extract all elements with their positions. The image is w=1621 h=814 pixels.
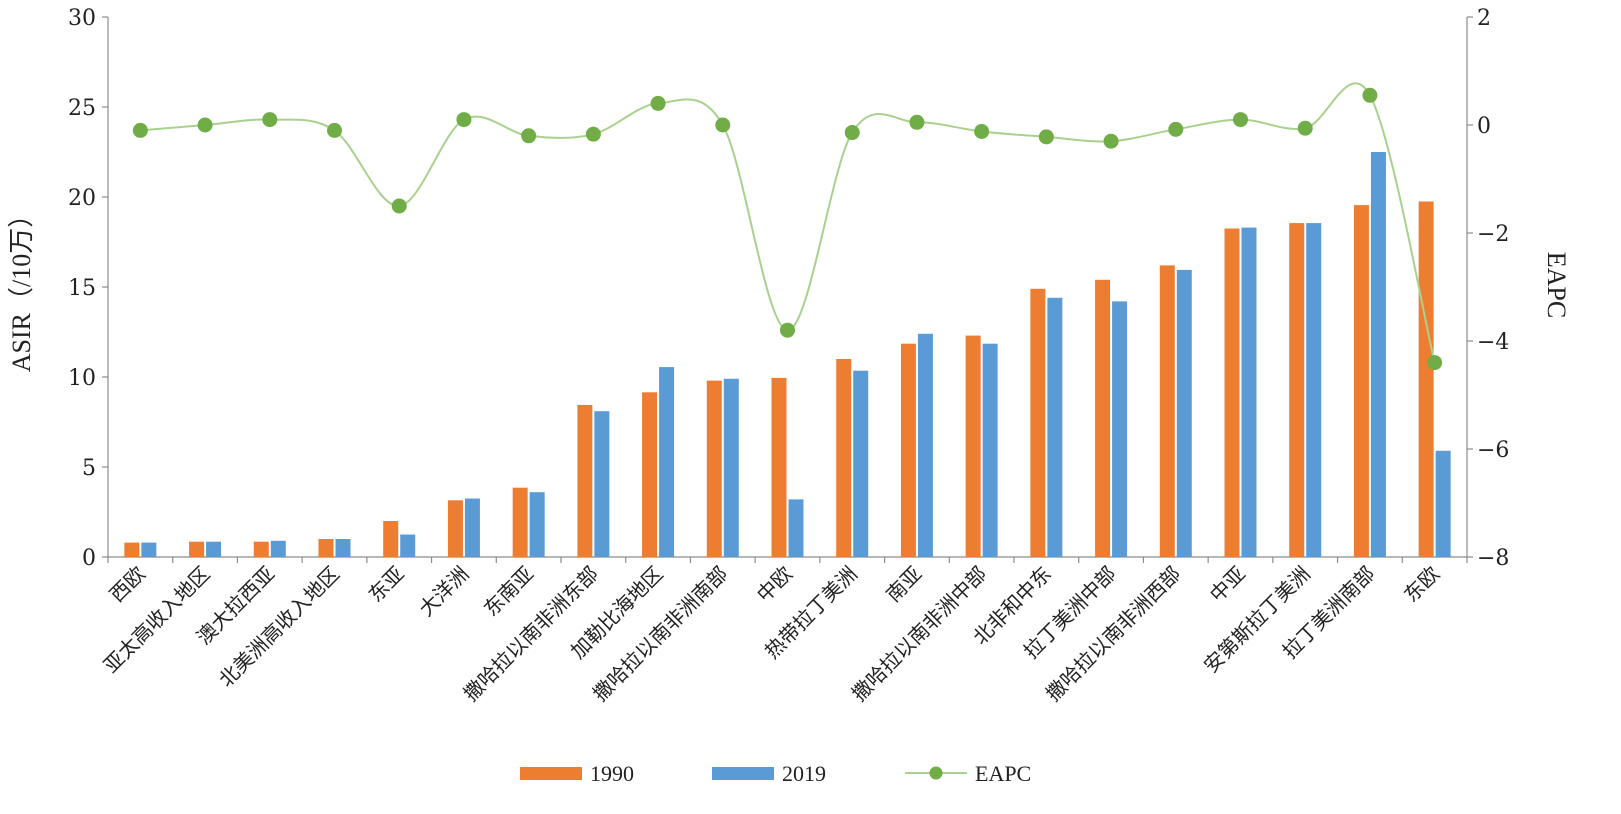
eapc-point (715, 117, 731, 133)
bar-2019 (594, 411, 610, 557)
y-left-tick-label: 25 (68, 96, 96, 121)
bar-2019 (659, 367, 675, 557)
y-left-tick-label: 15 (68, 276, 96, 301)
y-right-tick-label: −6 (1477, 438, 1509, 463)
x-category-label: 南亚 (881, 562, 926, 607)
bar-1990 (965, 335, 981, 557)
x-category-label: 大洋洲 (414, 562, 473, 621)
x-category-label: 中欧 (752, 562, 797, 607)
eapc-point (1297, 120, 1313, 136)
legend-item-2019: 2019 (712, 761, 826, 786)
bar-1990 (1289, 223, 1305, 557)
x-category-label: 中亚 (1205, 562, 1250, 607)
eapc-point (456, 112, 472, 128)
eapc-point (650, 95, 666, 111)
y-left-tick-label: 20 (68, 186, 96, 211)
bar-1990 (1030, 288, 1046, 557)
legend-item-1990: 1990 (520, 761, 634, 786)
eapc-point (1168, 121, 1184, 137)
x-category-label: 东亚 (363, 562, 408, 607)
x-category-label: 西欧 (105, 562, 150, 607)
y-right-tick-label: −8 (1477, 546, 1509, 571)
eapc-point (974, 123, 990, 139)
bar-2019 (982, 343, 998, 557)
eapc-point (262, 112, 278, 128)
eapc-point (780, 322, 795, 338)
bar-2019 (141, 542, 157, 557)
bar-2019 (335, 539, 351, 557)
bar-1990 (124, 542, 140, 557)
x-category-label: 北美洲高收入地区 (214, 562, 344, 692)
eapc-point (844, 125, 860, 141)
bar-2019 (1370, 152, 1386, 557)
legend-label: 2019 (782, 761, 826, 786)
bar-1990 (1159, 265, 1175, 557)
eapc-point (1362, 87, 1378, 103)
eapc-point (585, 126, 601, 142)
bar-2019 (270, 540, 286, 557)
bar-1990 (771, 377, 787, 557)
bar-1990 (836, 359, 852, 557)
bar-1990 (1095, 279, 1111, 557)
eapc-point (197, 117, 213, 133)
bar-1990 (447, 500, 463, 557)
bar-1990 (642, 392, 658, 557)
legend-label: EAPC (975, 761, 1031, 786)
legend-label: 1990 (590, 761, 634, 786)
y-left-tick-label: 30 (68, 6, 96, 31)
eapc-point (521, 128, 537, 144)
eapc-point (1038, 129, 1054, 145)
x-category-label: 东欧 (1399, 562, 1444, 607)
eapc-point (1103, 133, 1119, 149)
bar-1990 (253, 541, 269, 557)
bar-1990 (577, 404, 593, 557)
legend-item-EAPC: EAPC (905, 761, 1031, 786)
bar-2019 (464, 498, 480, 557)
bar-1990 (1353, 205, 1369, 557)
y-right-tick-label: 2 (1477, 6, 1491, 31)
y-axis-right-title: EAPC (1542, 252, 1571, 318)
x-category-label: 东南亚 (479, 562, 538, 621)
bar-2019 (1241, 227, 1257, 557)
bar-1990 (383, 521, 399, 557)
bar-2019 (853, 370, 869, 557)
y-right-tick-label: −2 (1477, 222, 1509, 247)
bar-1990 (189, 541, 205, 557)
bar-1990 (706, 380, 722, 557)
y-left-tick-label: 0 (82, 546, 96, 571)
eapc-point (132, 122, 148, 138)
y-left-tick-label: 5 (82, 456, 96, 481)
bar-2019 (206, 541, 222, 557)
eapc-point (391, 198, 407, 214)
legend-swatch (712, 767, 774, 780)
y-right-tick-label: −4 (1477, 330, 1509, 355)
bar-1990 (1224, 228, 1240, 557)
eapc-point (327, 122, 342, 138)
legend-marker (929, 766, 943, 780)
bar-1990 (900, 343, 916, 557)
bar-2019 (788, 499, 804, 557)
bar-2019 (400, 534, 416, 557)
eapc-point (1233, 112, 1248, 128)
bar-1990 (318, 539, 334, 557)
legend-swatch (520, 767, 582, 780)
y-left-tick-label: 10 (68, 366, 96, 391)
bar-2019 (917, 333, 933, 557)
bar-2019 (1112, 301, 1128, 557)
bar-1990 (1418, 201, 1434, 557)
bar-1990 (512, 487, 528, 557)
eapc-point (1427, 355, 1443, 371)
bar-2019 (1306, 223, 1322, 557)
bar-2019 (529, 492, 545, 557)
bar-2019 (723, 378, 739, 557)
bar-2019 (1047, 297, 1063, 557)
y-right-tick-label: 0 (1477, 114, 1491, 139)
eapc-point (909, 114, 925, 130)
y-axis-left-title: ASIR（/10万） (7, 202, 36, 372)
bar-2019 (1176, 269, 1192, 557)
bar-2019 (1435, 450, 1451, 557)
